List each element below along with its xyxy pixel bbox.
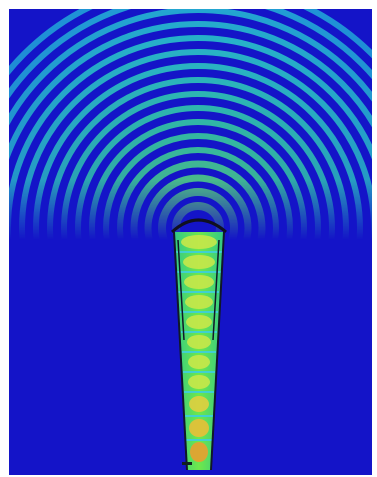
guide-walls (173, 231, 225, 471)
wall-left (173, 231, 188, 471)
guide-nodes (176, 251, 222, 441)
mode-blob (181, 235, 217, 249)
horn-rim (170, 218, 227, 234)
mode-blob (186, 315, 212, 329)
wall-inner (177, 239, 185, 341)
mode-blob (184, 275, 214, 289)
wall-inner (212, 239, 220, 341)
mode-blob (187, 335, 211, 349)
source-marker (182, 462, 192, 465)
mode-blob (188, 355, 210, 369)
mode-blob (183, 255, 215, 269)
guide-modes (181, 235, 217, 462)
mode-blob (189, 419, 209, 437)
mode-blob (188, 375, 210, 389)
wall-right (210, 231, 225, 471)
mode-blob (190, 442, 208, 462)
mode-blob (189, 396, 209, 412)
mode-blob (185, 295, 213, 309)
